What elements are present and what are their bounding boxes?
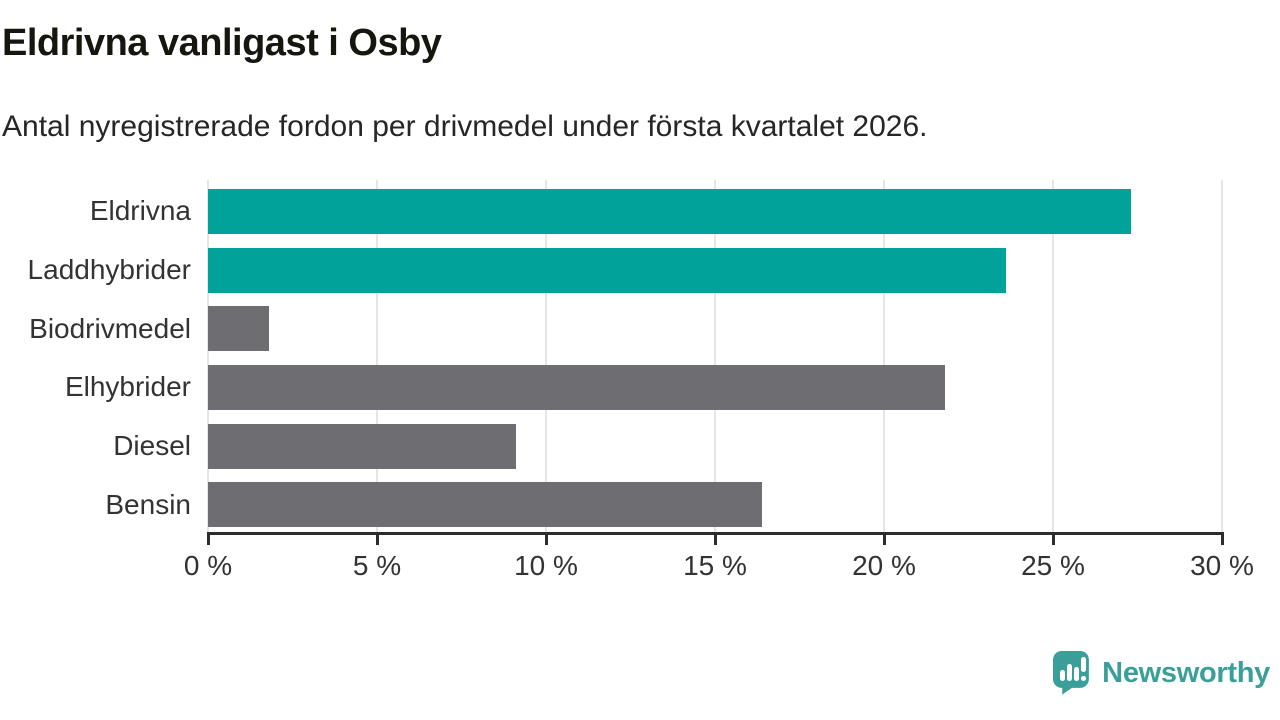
bar-row-elhybrider: Elhybrider — [65, 364, 1222, 410]
bar-elhybrider — [208, 364, 945, 410]
bar-row-eldrivna: Eldrivna — [90, 188, 1222, 234]
category-label-eldrivna: Eldrivna — [89, 195, 191, 227]
category-label-bensin: Bensin — [105, 488, 191, 520]
gridline-5 — [376, 180, 378, 532]
x-tick-label-30: 30 % — [1190, 550, 1254, 581]
gridline-10 — [545, 180, 547, 532]
bar-chart-plot-area: Eldrivna Laddhybrider Biodrivmedel Elhybrid… — [28, 180, 1254, 581]
x-tick-mark-5 — [376, 532, 379, 545]
newsworthy-logo: Newsworthy — [1053, 651, 1270, 696]
x-tick-label-0: 0 % — [183, 550, 233, 581]
x-tick-label-5: 5 % — [352, 550, 402, 581]
x-tick-mark-10 — [545, 532, 548, 545]
gridline-25 — [1052, 180, 1054, 532]
bar-row-biodrivmedel: Biodrivmedel — [29, 306, 1222, 352]
category-label-laddhybrider: Laddhybrider — [27, 254, 191, 285]
x-tick-label-10: 10 % — [514, 550, 578, 581]
bar-biodrivmedel — [208, 306, 269, 352]
x-tick-mark-15 — [714, 532, 717, 545]
gridline-15 — [714, 180, 716, 532]
chart-subtitle: Antal nyregistrerade fordon per drivmede… — [2, 110, 928, 143]
bar-row-diesel: Diesel — [113, 423, 1222, 469]
gridline-0 — [207, 180, 209, 532]
category-label-diesel: Diesel — [113, 430, 191, 461]
bar-bensin — [208, 482, 763, 528]
bar-row-bensin: Bensin — [105, 482, 1222, 528]
x-tick-mark-0 — [207, 532, 210, 545]
gridline-20 — [883, 180, 885, 532]
bar-eldrivna — [208, 188, 1131, 234]
newsworthy-speech-bubble-chart-icon — [1053, 651, 1090, 696]
bar-laddhybrider — [208, 247, 1006, 293]
category-label-elhybrider: Elhybrider — [64, 371, 191, 403]
category-label-biodrivmedel: Biodrivmedel — [29, 312, 191, 344]
bar-diesel — [208, 423, 516, 469]
bar-row-laddhybrider: Laddhybrider — [28, 247, 1222, 293]
x-tick-label-20: 20 % — [852, 550, 916, 581]
x-tick-label-15: 15 % — [683, 550, 747, 581]
x-tick-mark-30 — [1221, 532, 1224, 545]
x-tick-label-25: 25 % — [1021, 550, 1085, 581]
newsworthy-wordmark: Newsworthy — [1102, 657, 1270, 689]
gridline-30 — [1221, 180, 1223, 532]
x-tick-mark-25 — [1052, 532, 1055, 545]
chart-title: Eldrivna vanligast i Osby — [2, 22, 442, 64]
x-tick-mark-20 — [883, 532, 886, 545]
